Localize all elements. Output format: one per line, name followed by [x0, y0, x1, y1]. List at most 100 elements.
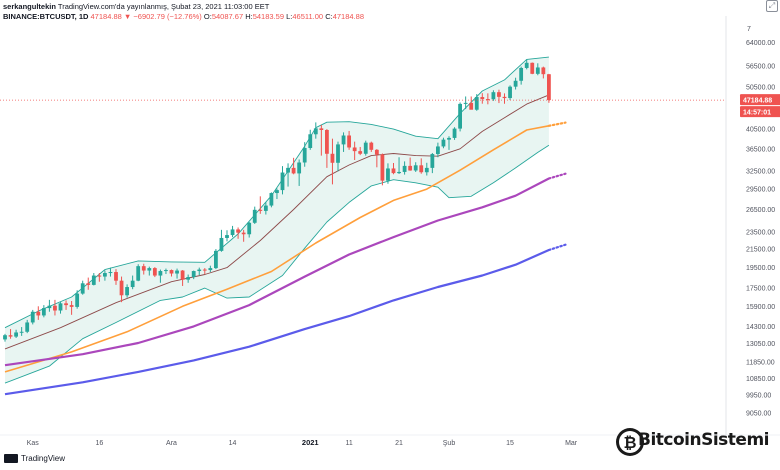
candle[interactable] — [19, 327, 24, 336]
candle[interactable] — [130, 275, 135, 290]
candle[interactable] — [41, 305, 46, 318]
ma50-line[interactable] — [4, 125, 550, 373]
fullscreen-icon[interactable]: ⤢ — [766, 0, 778, 12]
candle[interactable] — [508, 85, 512, 101]
candle[interactable] — [341, 132, 346, 152]
candle[interactable] — [230, 225, 235, 238]
candle[interactable] — [291, 157, 296, 175]
candle[interactable] — [513, 77, 518, 90]
tradingview-logo[interactable]: TradingView — [4, 454, 65, 464]
candle[interactable] — [241, 229, 246, 242]
candle[interactable] — [402, 161, 407, 175]
candle[interactable] — [164, 268, 168, 275]
symbol-label[interactable]: BINANCE:BTCUSDT, 1D — [3, 12, 89, 21]
candle[interactable] — [147, 266, 152, 276]
candle[interactable] — [430, 152, 435, 174]
candle[interactable] — [463, 96, 468, 110]
candle[interactable] — [391, 163, 396, 175]
candle[interactable] — [125, 284, 129, 298]
bb-lower-line[interactable] — [4, 144, 550, 384]
candle[interactable] — [103, 270, 107, 281]
candle[interactable] — [263, 202, 268, 215]
candle[interactable] — [308, 129, 313, 150]
ma100-line[interactable] — [4, 177, 550, 367]
candle[interactable] — [219, 229, 224, 252]
candle[interactable] — [119, 276, 124, 303]
candle[interactable] — [497, 89, 501, 104]
candle[interactable] — [53, 299, 57, 316]
candle[interactable] — [469, 96, 474, 110]
candle[interactable] — [347, 130, 351, 150]
candle[interactable] — [202, 268, 207, 275]
candle[interactable] — [313, 122, 318, 139]
candle[interactable] — [114, 269, 118, 285]
candle[interactable] — [197, 267, 202, 276]
candle[interactable] — [319, 124, 324, 156]
candle[interactable] — [8, 329, 13, 339]
candle[interactable] — [258, 196, 263, 214]
candle[interactable] — [535, 63, 540, 76]
candle[interactable] — [236, 227, 240, 239]
candle[interactable] — [447, 136, 451, 150]
candle[interactable] — [141, 263, 146, 275]
candle[interactable] — [491, 90, 496, 101]
candle[interactable] — [547, 73, 551, 103]
candle[interactable] — [424, 162, 429, 176]
candle[interactable] — [519, 66, 524, 85]
candle[interactable] — [58, 302, 63, 314]
author-name[interactable]: serkangultekin — [3, 2, 56, 11]
candle[interactable] — [280, 166, 285, 195]
candle[interactable] — [25, 319, 30, 334]
candle[interactable] — [369, 141, 374, 152]
candle[interactable] — [363, 140, 368, 156]
candle[interactable] — [208, 265, 213, 273]
candle[interactable] — [69, 301, 74, 315]
candle[interactable] — [524, 59, 529, 70]
candle[interactable] — [336, 141, 340, 172]
candle[interactable] — [436, 142, 440, 158]
candle[interactable] — [275, 188, 279, 200]
candle[interactable] — [502, 93, 507, 104]
candle[interactable] — [330, 138, 335, 185]
candle[interactable] — [30, 309, 35, 325]
candle[interactable] — [269, 192, 274, 208]
candle[interactable] — [413, 162, 418, 172]
bb-basis-line[interactable] — [4, 94, 550, 350]
candle[interactable] — [480, 93, 485, 104]
candle[interactable] — [452, 127, 457, 140]
candle[interactable] — [441, 137, 446, 149]
candle[interactable] — [397, 157, 401, 175]
candle[interactable] — [286, 163, 290, 187]
candle[interactable] — [458, 102, 462, 132]
candle[interactable] — [225, 230, 229, 242]
candle[interactable] — [408, 157, 413, 171]
candle[interactable] — [14, 329, 18, 339]
candle[interactable] — [80, 280, 85, 295]
candle[interactable] — [108, 267, 113, 277]
candle[interactable] — [485, 93, 490, 105]
candle[interactable] — [97, 273, 102, 282]
candle[interactable] — [474, 94, 479, 111]
candle[interactable] — [136, 264, 141, 282]
candle[interactable] — [3, 333, 7, 342]
candle[interactable] — [152, 267, 157, 278]
candle[interactable] — [191, 270, 196, 280]
candle[interactable] — [352, 141, 357, 161]
candle[interactable] — [325, 129, 329, 168]
candle[interactable] — [386, 163, 390, 184]
candle[interactable] — [175, 268, 179, 279]
candle[interactable] — [158, 269, 163, 283]
candle[interactable] — [419, 158, 424, 174]
candle[interactable] — [541, 66, 546, 79]
candle[interactable] — [86, 277, 91, 290]
candle[interactable] — [252, 206, 257, 224]
candle[interactable] — [91, 273, 96, 286]
candle[interactable] — [64, 300, 68, 310]
candle[interactable] — [169, 269, 174, 277]
candle[interactable] — [186, 274, 191, 283]
candle[interactable] — [36, 306, 41, 320]
candle[interactable] — [302, 142, 307, 167]
ma200-line[interactable] — [4, 248, 550, 396]
candle[interactable] — [530, 62, 535, 75]
